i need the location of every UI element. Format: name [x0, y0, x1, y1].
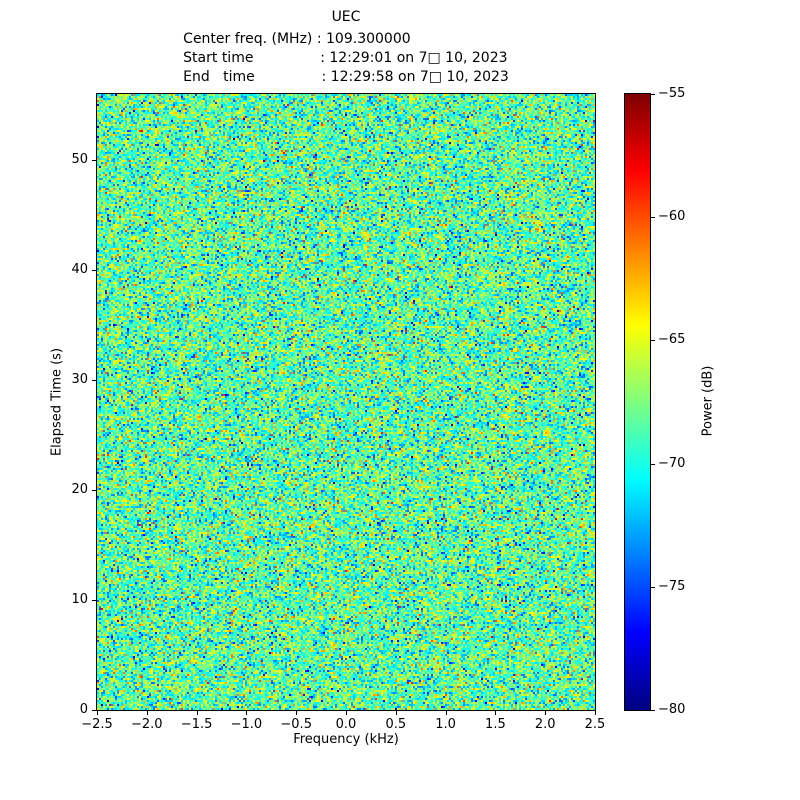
axis-tick-mark [396, 711, 397, 715]
y-tick-label: 30 [71, 372, 88, 387]
axis-tick-mark [495, 711, 496, 715]
colorbar-tick-label: −80 [658, 702, 686, 717]
colorbar-gradient [625, 94, 650, 710]
y-tick-label: 10 [71, 592, 88, 607]
x-tick-label: 2.5 [584, 717, 606, 732]
chart-title: UEC [331, 9, 361, 25]
axis-tick-mark [296, 711, 297, 715]
y-tick-label: 0 [79, 702, 88, 717]
header-end-time: End time : 12:29:58 on 7□ 10, 2023 [183, 69, 509, 85]
x-tick-label: 2.0 [534, 717, 556, 732]
x-tick-label: −2.0 [131, 717, 163, 732]
x-tick-label: −0.5 [280, 717, 312, 732]
x-tick-label: −1.5 [180, 717, 213, 732]
y-axis-label: Elapsed Time (s) [49, 347, 65, 457]
colorbar-tick-label: −75 [658, 578, 686, 594]
colorbar [624, 93, 651, 711]
axis-tick-mark [651, 94, 655, 95]
x-tick-label: 0.0 [335, 717, 357, 732]
header-start-time: Start time : 12:29:01 on 7□ 10, 2023 [183, 50, 508, 66]
axis-tick-mark [651, 340, 655, 341]
axis-tick-mark [651, 217, 655, 218]
axis-tick-mark [651, 587, 655, 588]
axis-tick-mark [92, 270, 96, 271]
y-tick-label: 40 [71, 262, 88, 277]
colorbar-label: Power (dB) [700, 365, 716, 437]
x-tick-label: −2.5 [81, 717, 113, 732]
y-tick-label: 50 [71, 152, 88, 167]
axis-tick-mark [97, 711, 98, 715]
axis-tick-mark [246, 711, 247, 715]
axis-tick-mark [147, 711, 148, 715]
colorbar-tick-label: −55 [658, 86, 686, 101]
x-tick-label: 0.5 [385, 717, 407, 732]
header-lines: Center freq. (MHz) : 109.300000 Start ti… [97, 30, 595, 87]
colorbar-tick-label: −65 [658, 332, 686, 348]
axis-tick-mark [651, 464, 655, 465]
colorbar-tick-label: −70 [658, 455, 686, 471]
axis-tick-mark [545, 711, 546, 715]
header-lines-block: Center freq. (MHz) : 109.300000 Start ti… [183, 30, 509, 87]
axis-tick-mark [92, 160, 96, 161]
axis-tick-mark [346, 711, 347, 715]
axis-tick-mark [197, 711, 198, 715]
axis-tick-mark [651, 710, 655, 711]
axis-tick-mark [92, 490, 96, 491]
x-tick-label: −1.0 [230, 717, 263, 732]
axis-tick-mark [92, 710, 96, 711]
y-tick-label: 20 [71, 482, 88, 497]
axis-tick-mark [446, 711, 447, 715]
axis-tick-mark [92, 600, 96, 601]
x-tick-label: 1.0 [435, 717, 456, 732]
spectrogram-heatmap [97, 94, 595, 710]
axis-tick-mark [595, 711, 596, 715]
x-axis-label: Frequency (kHz) [293, 732, 399, 747]
header-center-freq: Center freq. (MHz) : 109.300000 [183, 31, 411, 47]
axis-tick-mark [92, 380, 96, 381]
x-tick-label: 1.5 [485, 717, 506, 732]
colorbar-tick-label: −60 [658, 209, 686, 225]
plot-area [96, 93, 596, 711]
